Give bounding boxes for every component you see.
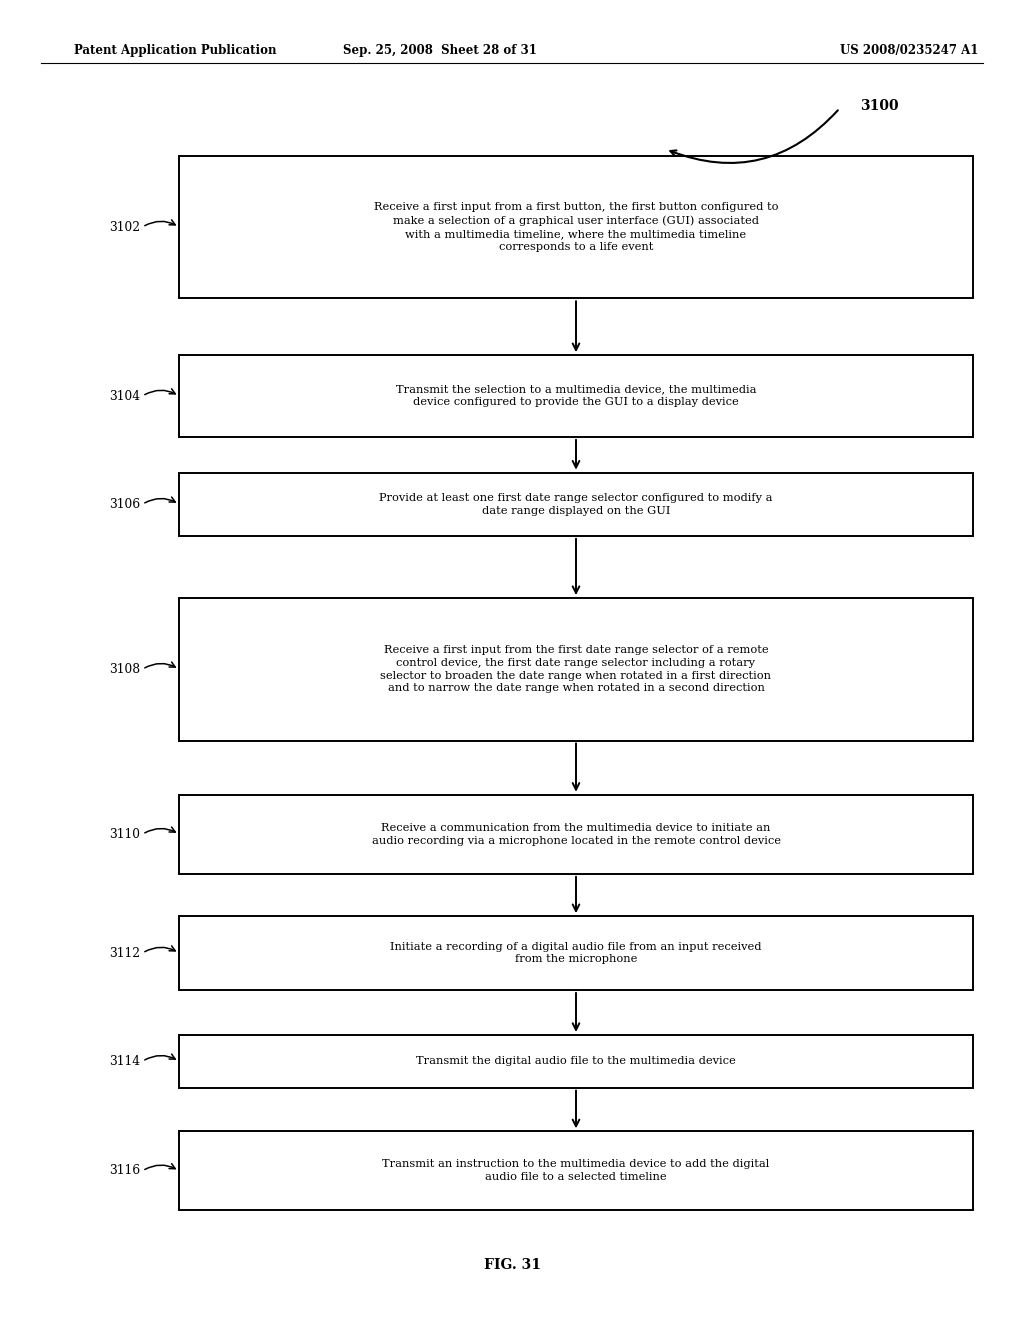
Text: Transmit the digital audio file to the multimedia device: Transmit the digital audio file to the m… — [416, 1056, 736, 1067]
Bar — [179, 1035, 973, 1088]
Text: 3116: 3116 — [110, 1164, 140, 1177]
Bar — [179, 355, 973, 437]
Text: Transmit an instruction to the multimedia device to add the digital
audio file t: Transmit an instruction to the multimedi… — [382, 1159, 770, 1183]
Text: 3104: 3104 — [110, 389, 140, 403]
Text: 3102: 3102 — [110, 220, 140, 234]
Text: 3100: 3100 — [860, 99, 899, 112]
Text: 3112: 3112 — [110, 946, 140, 960]
Bar — [179, 473, 973, 536]
Text: Receive a first input from a first button, the first button configured to
make a: Receive a first input from a first butto… — [374, 202, 778, 252]
Bar — [179, 795, 973, 874]
Text: Transmit the selection to a multimedia device, the multimedia
device configured : Transmit the selection to a multimedia d… — [395, 384, 757, 408]
Text: US 2008/0235247 A1: US 2008/0235247 A1 — [840, 44, 978, 57]
Bar — [179, 916, 973, 990]
Text: 3106: 3106 — [110, 498, 140, 511]
Text: 3108: 3108 — [110, 663, 140, 676]
Bar — [179, 1131, 973, 1210]
Text: 3114: 3114 — [110, 1055, 140, 1068]
Text: Provide at least one first date range selector configured to modify a
date range: Provide at least one first date range se… — [379, 492, 773, 516]
Text: Receive a communication from the multimedia device to initiate an
audio recordin: Receive a communication from the multime… — [372, 822, 780, 846]
Text: 3110: 3110 — [110, 828, 140, 841]
Bar — [179, 598, 973, 741]
Text: Sep. 25, 2008  Sheet 28 of 31: Sep. 25, 2008 Sheet 28 of 31 — [343, 44, 538, 57]
Text: Patent Application Publication: Patent Application Publication — [74, 44, 276, 57]
Text: FIG. 31: FIG. 31 — [483, 1258, 541, 1271]
Text: Initiate a recording of a digital audio file from an input received
from the mic: Initiate a recording of a digital audio … — [390, 941, 762, 965]
Text: Receive a first input from the first date range selector of a remote
control dev: Receive a first input from the first dat… — [381, 645, 771, 693]
Bar — [179, 156, 973, 298]
